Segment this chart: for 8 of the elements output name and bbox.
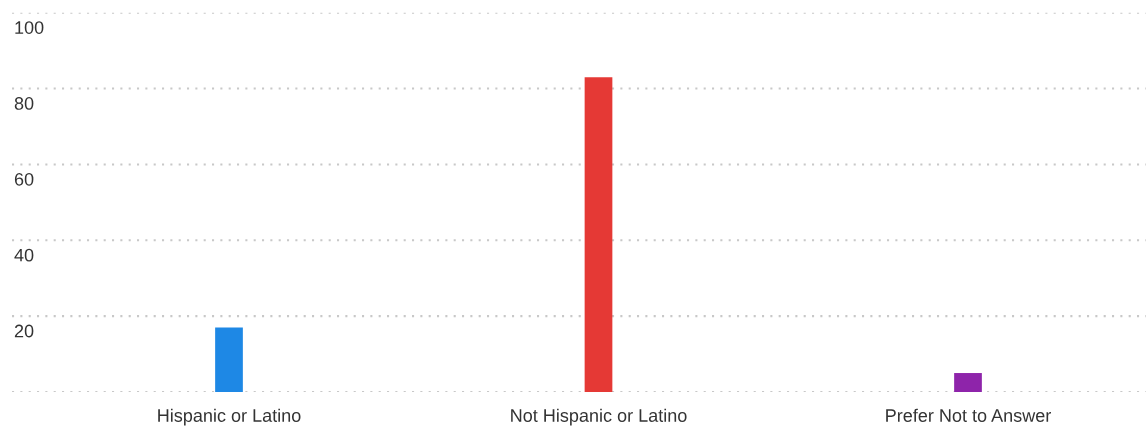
y-tick-label: 20 (14, 324, 34, 338)
y-tick-label: 60 (14, 172, 34, 186)
y-tick-label: 80 (14, 97, 34, 110)
y-tick-label: 40 (14, 248, 34, 262)
x-tick-label: Not Hispanic or Latino (511, 408, 687, 426)
y-tick-label: 100 (15, 21, 44, 34)
x-tick-label: Hispanic or Latino (158, 408, 301, 426)
x-tick-label: Prefer Not to Answer (886, 408, 1051, 422)
